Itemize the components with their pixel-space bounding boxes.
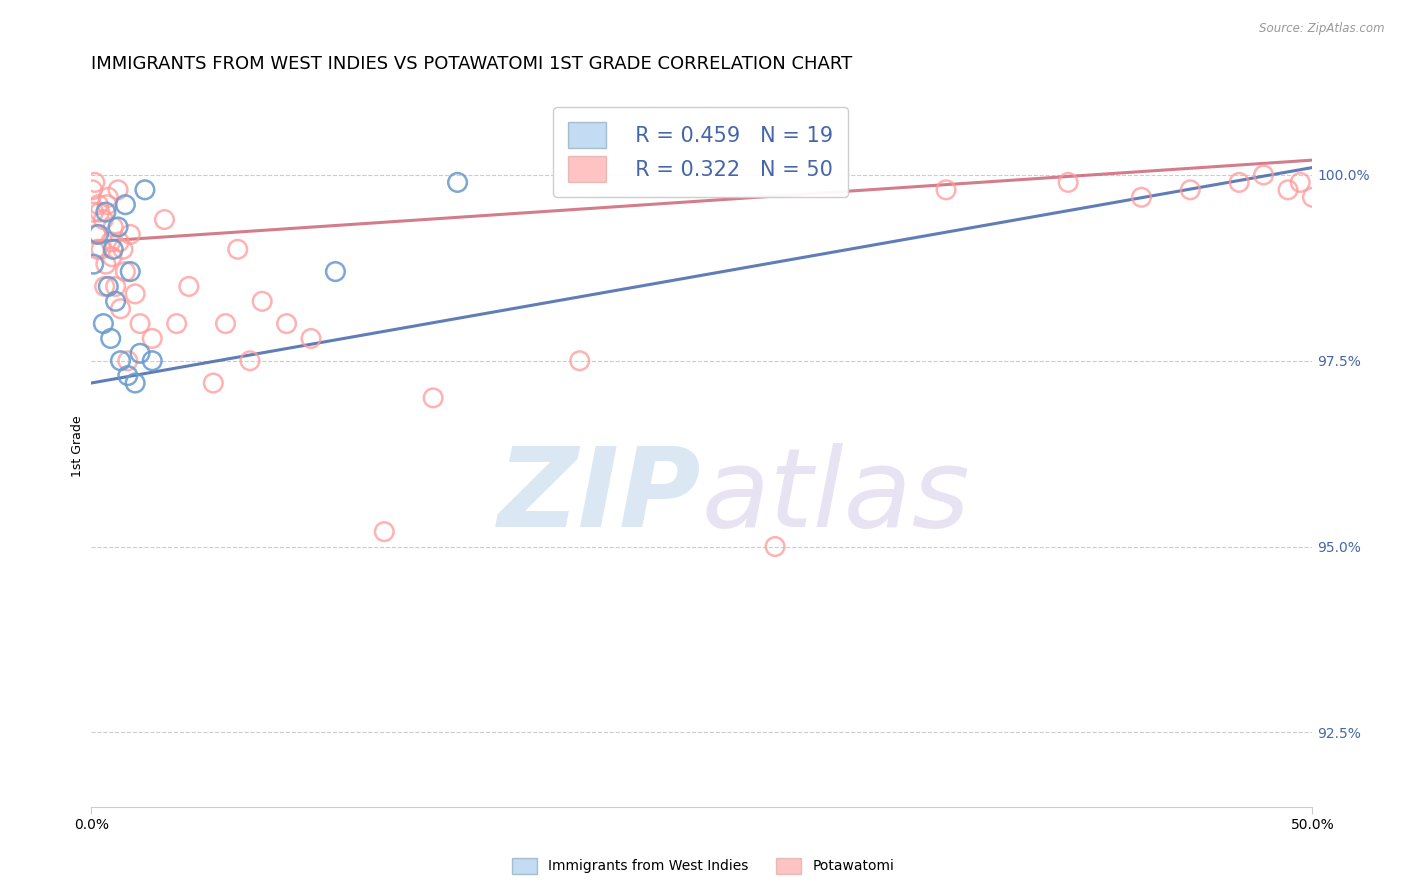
Point bbox=[299, 331, 322, 345]
Point bbox=[100, 331, 122, 345]
Point bbox=[446, 175, 468, 189]
Point bbox=[166, 317, 188, 331]
Point bbox=[110, 353, 132, 368]
Point bbox=[108, 235, 131, 249]
Point bbox=[373, 524, 395, 539]
Text: ZIP: ZIP bbox=[498, 443, 702, 550]
Point bbox=[141, 353, 163, 368]
Point bbox=[94, 257, 117, 271]
Point bbox=[129, 346, 152, 360]
Point bbox=[93, 212, 115, 227]
Point bbox=[101, 242, 124, 256]
Text: IMMIGRANTS FROM WEST INDIES VS POTAWATOMI 1ST GRADE CORRELATION CHART: IMMIGRANTS FROM WEST INDIES VS POTAWATOM… bbox=[91, 55, 852, 73]
Point bbox=[110, 301, 132, 316]
Point bbox=[93, 317, 115, 331]
Point bbox=[568, 353, 591, 368]
Point bbox=[83, 205, 105, 219]
Point bbox=[107, 219, 129, 234]
Point bbox=[1057, 175, 1080, 189]
Point bbox=[87, 227, 110, 242]
Point bbox=[97, 190, 120, 204]
Point bbox=[1253, 168, 1275, 182]
Point bbox=[226, 242, 249, 256]
Legend: Immigrants from West Indies, Potawatomi: Immigrants from West Indies, Potawatomi bbox=[505, 851, 901, 880]
Point bbox=[117, 353, 139, 368]
Point bbox=[107, 183, 129, 197]
Point bbox=[120, 227, 142, 242]
Point bbox=[83, 175, 105, 189]
Point bbox=[87, 197, 110, 211]
Point bbox=[177, 279, 200, 293]
Point bbox=[96, 197, 118, 211]
Point bbox=[1301, 190, 1323, 204]
Point bbox=[104, 294, 127, 309]
Point bbox=[84, 227, 107, 242]
Text: atlas: atlas bbox=[702, 443, 970, 550]
Point bbox=[422, 391, 444, 405]
Point bbox=[82, 183, 104, 197]
Point bbox=[1180, 183, 1202, 197]
Point bbox=[1289, 175, 1312, 189]
Point bbox=[94, 205, 117, 219]
Point bbox=[83, 257, 105, 271]
Point bbox=[1130, 190, 1153, 204]
Point bbox=[202, 376, 225, 390]
Point bbox=[93, 279, 115, 293]
Point bbox=[124, 376, 146, 390]
Y-axis label: 1st Grade: 1st Grade bbox=[72, 416, 84, 477]
Point bbox=[153, 212, 176, 227]
Point bbox=[239, 353, 262, 368]
Point bbox=[141, 331, 163, 345]
Point bbox=[1227, 175, 1250, 189]
Point bbox=[86, 242, 108, 256]
Point bbox=[935, 183, 957, 197]
Point bbox=[129, 317, 152, 331]
Point bbox=[111, 242, 134, 256]
Point bbox=[134, 183, 156, 197]
Point bbox=[1277, 183, 1299, 197]
Point bbox=[124, 286, 146, 301]
Point bbox=[100, 235, 122, 249]
Point bbox=[114, 197, 136, 211]
Point bbox=[120, 264, 142, 278]
Point bbox=[90, 242, 112, 256]
Point bbox=[763, 540, 786, 554]
Point bbox=[101, 250, 124, 264]
Point bbox=[101, 219, 124, 234]
Point bbox=[104, 279, 127, 293]
Point bbox=[97, 279, 120, 293]
Point bbox=[117, 368, 139, 383]
Point bbox=[114, 264, 136, 278]
Point bbox=[89, 205, 111, 219]
Point bbox=[276, 317, 298, 331]
Point bbox=[250, 294, 273, 309]
Point bbox=[325, 264, 347, 278]
Text: Source: ZipAtlas.com: Source: ZipAtlas.com bbox=[1260, 22, 1385, 36]
Point bbox=[214, 317, 236, 331]
Legend:   R = 0.459   N = 19,   R = 0.322   N = 50: R = 0.459 N = 19, R = 0.322 N = 50 bbox=[554, 107, 848, 197]
